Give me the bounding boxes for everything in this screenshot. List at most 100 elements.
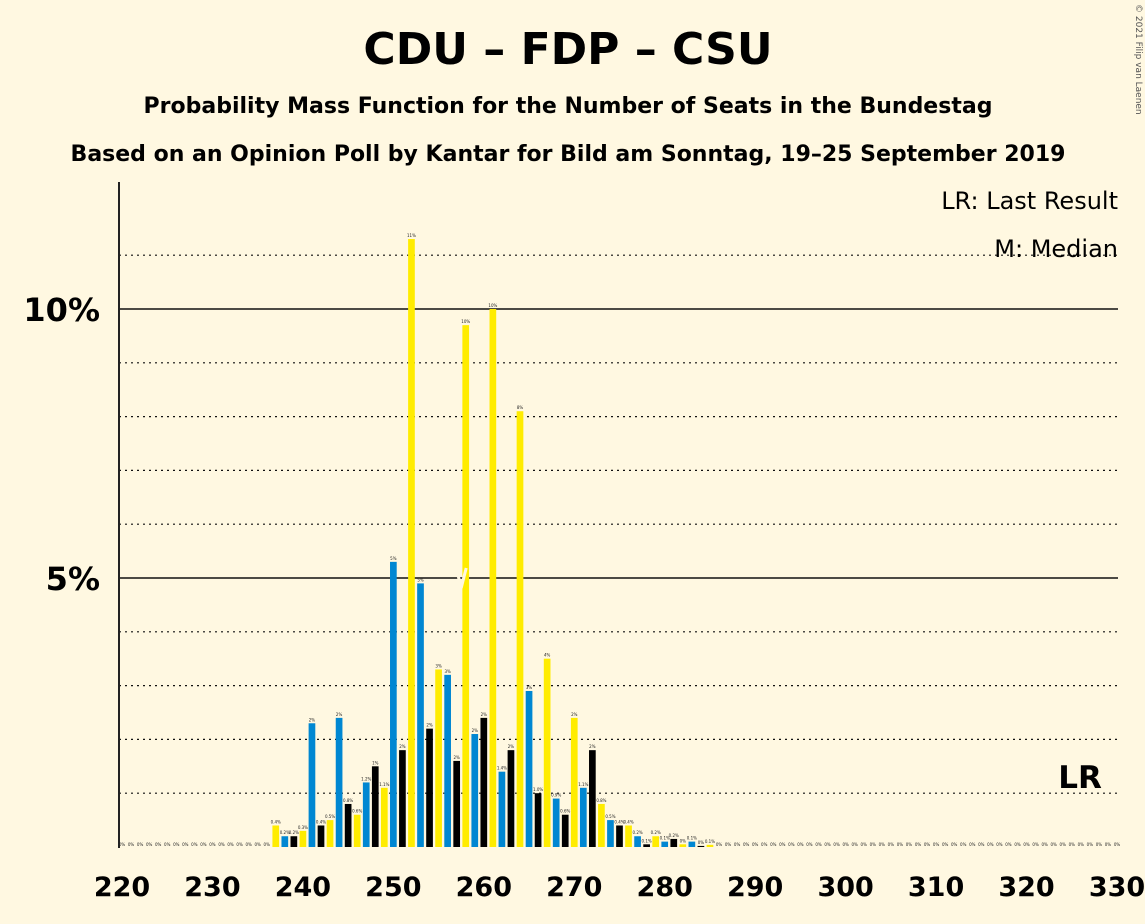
bar-273	[598, 803, 605, 847]
bar-label-305: 0%	[888, 842, 895, 847]
x-tick-320: 320	[998, 872, 1054, 903]
bar-label-243: 0.5%	[325, 814, 335, 819]
bar-254	[426, 728, 433, 847]
bar-264	[516, 411, 524, 847]
bar-label-329: 0%	[1105, 842, 1112, 847]
bar-label-282: 0%	[680, 838, 687, 843]
bar-label-317: 0%	[996, 842, 1003, 847]
bar-label-224: 0%	[155, 842, 162, 847]
chart-source: Based on an Opinion Poll by Kantar for B…	[71, 142, 1066, 167]
x-tick-330: 330	[1089, 872, 1145, 903]
chart-title: CDU – FDP – CSU	[363, 24, 772, 75]
bar-267	[543, 658, 551, 847]
bar-279	[652, 836, 660, 847]
bar-label-312: 0%	[951, 842, 958, 847]
median-marker	[454, 567, 468, 589]
bar-label-228: 0%	[191, 842, 198, 847]
bar-label-304: 0%	[879, 842, 886, 847]
bar-label-300: 0%	[842, 842, 849, 847]
bar-label-321: 0%	[1032, 842, 1039, 847]
bar-label-265: 3%	[526, 685, 533, 690]
bar-label-302: 0%	[861, 842, 868, 847]
bar-276	[625, 825, 632, 847]
bar-label-232: 0%	[227, 842, 234, 847]
bar-label-264: 8%	[517, 405, 524, 410]
bar-252	[408, 239, 415, 847]
x-tick-260: 260	[456, 872, 512, 903]
bar-269	[561, 814, 569, 847]
bar-label-244: 2%	[336, 712, 343, 717]
bar-label-267: 4%	[544, 653, 551, 658]
bar-272	[589, 750, 596, 847]
bar-251	[399, 750, 406, 847]
bar-label-278: 0.1%	[642, 838, 652, 843]
bar-label-236: 0%	[264, 842, 271, 847]
bar-label-308: 0%	[915, 842, 922, 847]
bar-label-307: 0%	[906, 842, 913, 847]
bar-label-281: 0.2%	[669, 833, 679, 838]
copyright-text: © 2021 Filip van Laenen	[1133, 4, 1143, 115]
bar-label-235: 0%	[255, 842, 262, 847]
chart-subtitle: Probability Mass Function for the Number…	[144, 94, 993, 119]
bar-258	[462, 325, 470, 847]
bar-label-255: 3%	[435, 663, 442, 668]
bar-label-284: 0%	[698, 840, 705, 845]
bar-label-328: 0%	[1096, 842, 1103, 847]
x-tick-220: 220	[94, 872, 150, 903]
bar-label-249: 1.1%	[379, 782, 389, 787]
bar-271	[579, 787, 587, 847]
bar-label-222: 0%	[137, 842, 144, 847]
bar-label-269: 0.6%	[560, 809, 570, 814]
bar-label-253: 5%	[417, 577, 424, 582]
bar-237	[272, 825, 280, 847]
bar-label-275: 0.4%	[614, 819, 624, 824]
bar-243	[326, 820, 334, 847]
bar-label-310: 0%	[933, 842, 940, 847]
x-tick-280: 280	[637, 872, 693, 903]
bar-label-240: 0.3%	[298, 825, 308, 830]
bar-label-257: 2%	[454, 755, 461, 760]
legend-median: M: Median	[994, 235, 1118, 263]
bar-label-323: 0%	[1051, 842, 1058, 847]
bar-label-291: 0%	[761, 842, 768, 847]
bar-label-252: 11%	[407, 233, 416, 238]
bar-label-306: 0%	[897, 842, 904, 847]
bar-label-259: 2%	[472, 728, 479, 733]
bar-label-266: 1.0%	[533, 787, 543, 792]
x-tick-300: 300	[817, 872, 873, 903]
bar-label-247: 1.2%	[361, 776, 371, 781]
bar-label-260: 2%	[481, 712, 488, 717]
bar-282	[679, 844, 687, 847]
bar-label-270: 2%	[571, 712, 578, 717]
bar-label-245: 0.8%	[343, 798, 353, 803]
bars	[272, 239, 714, 847]
bar-label-294: 0%	[788, 842, 795, 847]
bar-246	[353, 814, 361, 847]
bar-label-287: 0%	[725, 842, 732, 847]
bar-label-325: 0%	[1069, 842, 1076, 847]
bar-label-276: 0.4%	[623, 819, 633, 824]
bar-label-250: 5%	[390, 556, 397, 561]
bar-label-289: 0%	[743, 842, 750, 847]
bar-label-223: 0%	[146, 842, 153, 847]
bar-label-286: 0%	[716, 842, 723, 847]
bar-label-330: 0%	[1114, 842, 1121, 847]
bar-label-246: 0.6%	[352, 809, 362, 814]
bar-label-234: 0%	[245, 842, 252, 847]
bar-278	[643, 844, 650, 847]
bar-label-254: 2%	[426, 723, 433, 728]
bar-label-221: 0%	[128, 842, 135, 847]
bar-label-301: 0%	[852, 842, 859, 847]
y-tick-labels: 5% 10%	[23, 291, 100, 598]
bar-label-296: 0%	[806, 842, 813, 847]
x-tick-labels: 220 230 240 250 260 270 280 290 300 310 320 330	[94, 872, 1145, 903]
bar-label-239: 0.2%	[289, 830, 299, 835]
bar-label-297: 0%	[815, 842, 822, 847]
bar-label-324: 0%	[1060, 842, 1067, 847]
bar-label-262: 1.4%	[497, 766, 507, 771]
bar-label-288: 0%	[734, 842, 741, 847]
bar-268	[552, 798, 560, 847]
bar-249	[380, 787, 388, 847]
bar-253	[417, 583, 424, 847]
bar-label-295: 0%	[797, 842, 804, 847]
